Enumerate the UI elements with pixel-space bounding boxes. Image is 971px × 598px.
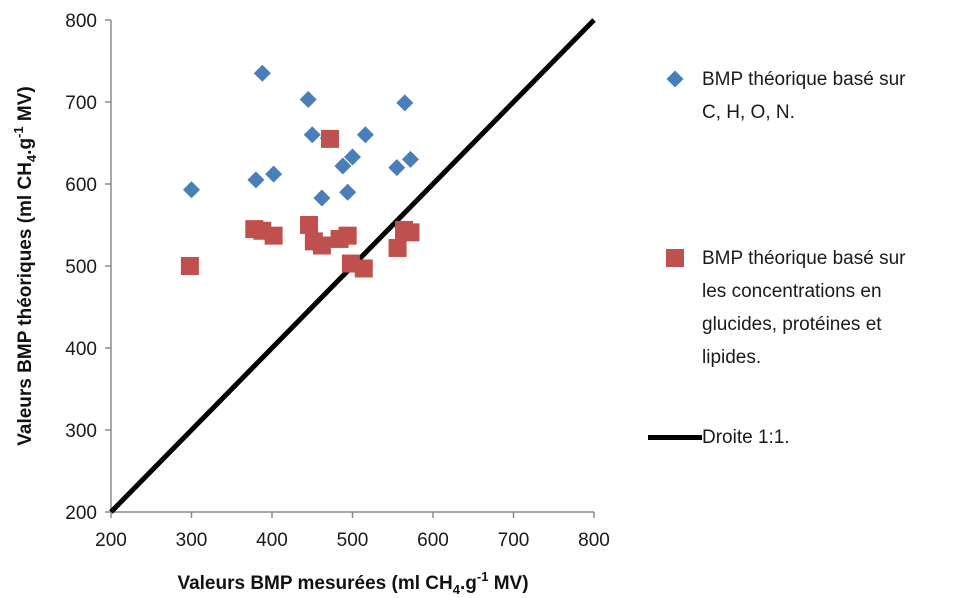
square-point xyxy=(354,259,373,278)
square-point xyxy=(388,238,407,257)
x-tick-label: 700 xyxy=(498,530,530,551)
diamond-point xyxy=(388,159,406,177)
diamond-point xyxy=(183,181,200,199)
legend-label: Droite 1:1. xyxy=(702,427,790,448)
y-axis-ticks: 200 300 400 500 600 700 800 xyxy=(65,11,111,524)
legend-square-marker xyxy=(648,242,702,267)
square-point xyxy=(401,223,420,242)
y-tick-label: 700 xyxy=(65,93,97,114)
diamond-point xyxy=(303,126,321,144)
diamond-point xyxy=(401,150,419,168)
legend-line-marker xyxy=(648,421,702,440)
diamond-point xyxy=(356,126,374,144)
diamond-point xyxy=(396,94,414,112)
square-point xyxy=(312,236,331,255)
x-axis-ticks: 200 300 400 500 600 700 800 xyxy=(95,512,610,551)
data-points xyxy=(180,64,420,278)
y-tick-label: 600 xyxy=(65,175,97,196)
y-tick-label: 400 xyxy=(65,339,97,360)
y-tick-label: 300 xyxy=(65,421,97,442)
legend-entry-cHON: BMP théorique basé sur C, H, O, N. xyxy=(648,63,906,129)
diamond-point xyxy=(247,171,265,189)
diamond-point xyxy=(299,91,317,109)
diamond-point xyxy=(344,148,361,166)
diamond-point xyxy=(339,183,357,201)
legend-entry-line: Droite 1:1. xyxy=(648,421,790,454)
x-tick-label: 800 xyxy=(578,530,610,551)
square-point xyxy=(300,216,319,234)
square-point xyxy=(338,226,357,245)
legend-entry-composition: BMP théorique basé sur les concentration… xyxy=(648,242,906,374)
x-tick-label: 300 xyxy=(176,530,208,551)
x-tick-label: 200 xyxy=(95,530,127,551)
square-point xyxy=(320,129,339,148)
square-point xyxy=(180,257,199,275)
square-point xyxy=(264,226,283,245)
legend: BMP théorique basé sur C, H, O, N. BMP t… xyxy=(648,0,971,598)
x-tick-label: 600 xyxy=(417,530,449,551)
diamond-point xyxy=(253,64,271,82)
y-tick-label: 800 xyxy=(65,11,97,32)
y-axis-title: Valeurs BMP théoriques (ml CH4.g-1 MV) xyxy=(11,86,39,445)
diamond-point xyxy=(334,157,352,175)
x-axis-title: Valeurs BMP mesurées (ml CH4.g-1 MV) xyxy=(177,569,528,597)
legend-diamond-marker xyxy=(648,63,702,88)
diamond-point xyxy=(313,189,331,207)
legend-label: BMP théorique basé sur C, H, O, N. xyxy=(702,69,906,123)
x-tick-label: 500 xyxy=(337,530,369,551)
y-tick-label: 200 xyxy=(65,503,97,524)
legend-label: BMP théorique basé sur les concentration… xyxy=(702,248,906,368)
y-tick-label: 500 xyxy=(65,257,97,278)
diamond-point xyxy=(265,165,283,183)
x-tick-label: 400 xyxy=(256,530,288,551)
